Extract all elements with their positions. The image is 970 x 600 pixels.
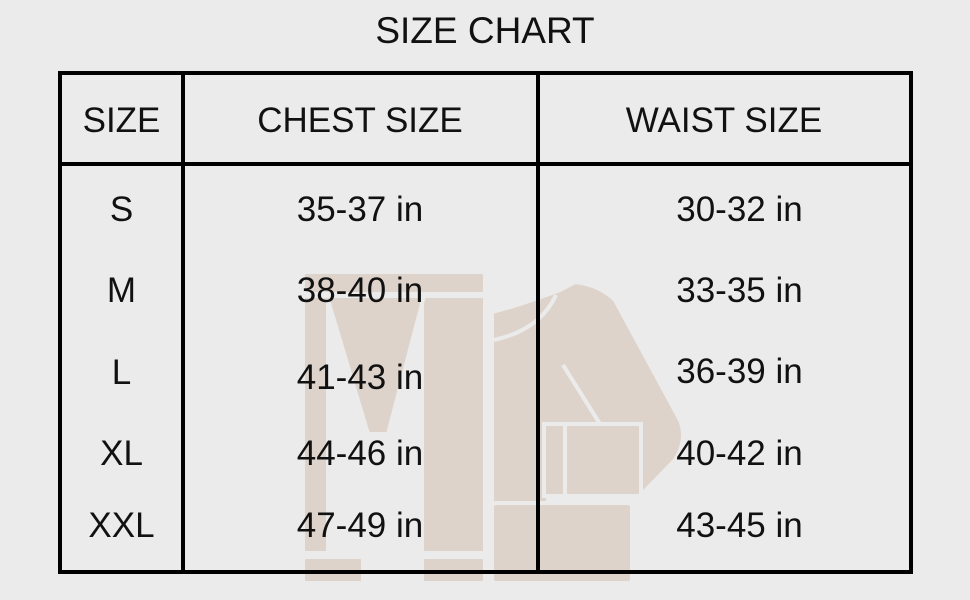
- header-chest-size: CHEST SIZE: [257, 101, 463, 140]
- size-cell: M: [106, 271, 137, 310]
- waist-cell: 30-32 in: [676, 190, 803, 229]
- chest-cell: 38-40 in: [296, 271, 424, 310]
- waist-cell: 33-35 in: [676, 271, 803, 310]
- size-cell: S: [109, 190, 134, 229]
- size-cell: L: [111, 353, 132, 392]
- chest-cell: 44-46 in: [296, 434, 424, 473]
- column-divider: [536, 75, 540, 570]
- size-cell: XXL: [88, 506, 155, 545]
- waist-cell: 36-39 in: [676, 352, 803, 391]
- header-size: SIZE: [82, 101, 161, 140]
- header-waist-size: WAIST SIZE: [625, 101, 823, 140]
- chest-cell: 41-43 in: [296, 358, 424, 397]
- waist-cell: 43-45 in: [676, 506, 803, 545]
- size-chart-table: SIZE CHEST SIZE WAIST SIZE S 35-37 in 30…: [58, 71, 913, 574]
- waist-cell: 40-42 in: [676, 434, 803, 473]
- header-divider: [62, 162, 909, 166]
- chest-cell: 47-49 in: [296, 506, 424, 545]
- chest-cell: 35-37 in: [296, 190, 424, 229]
- size-cell: XL: [100, 434, 143, 473]
- chart-title: SIZE CHART: [375, 10, 595, 51]
- column-divider: [181, 75, 185, 570]
